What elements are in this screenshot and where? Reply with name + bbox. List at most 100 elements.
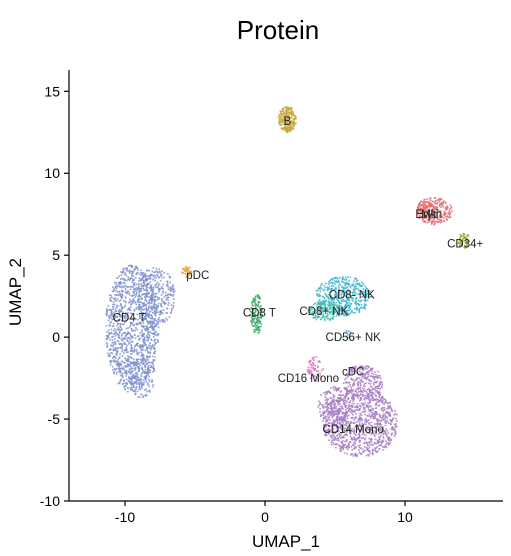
point-cd8-t: [261, 314, 263, 317]
point-cd14-mono: [354, 417, 356, 419]
point-cd14-mono: [375, 403, 378, 406]
point-cd14-mono: [395, 423, 397, 425]
point-cd4-t: [125, 274, 128, 277]
point-cd14-mono: [363, 419, 366, 422]
point-cd14-mono: [387, 402, 389, 404]
point-cd14-mono: [366, 371, 369, 373]
point-cd8-nk: [341, 276, 344, 279]
point-cd14-mono: [382, 426, 384, 429]
point-cd14-mono: [361, 428, 364, 430]
point-cd8-nk: [339, 302, 341, 305]
point-cd4-t: [116, 333, 119, 336]
point-mk: [430, 220, 432, 223]
point-b: [290, 123, 292, 126]
point-cd4-t: [120, 339, 123, 341]
point-mk: [443, 210, 445, 213]
point-cd14-mono: [392, 429, 395, 431]
point-eryth: [417, 212, 419, 214]
point-cd14-mono: [361, 371, 363, 374]
point-cd14-mono: [372, 432, 375, 434]
point-cd4-t: [153, 352, 155, 354]
point-cd4-t: [132, 369, 134, 372]
point-cd4-t: [115, 352, 118, 355]
point-cd4-t: [169, 312, 172, 315]
point-cd4-t: [150, 321, 152, 324]
point-cd8-nk: [317, 316, 319, 318]
point-cd4-t: [147, 383, 149, 386]
point-cd4-t: [109, 355, 111, 357]
point-cd14-mono: [329, 392, 331, 394]
point-eryth: [422, 209, 424, 211]
point-cd4-t: [138, 293, 140, 296]
point-cd4-t: [137, 288, 139, 290]
point-cd4-t: [154, 331, 156, 334]
point-cd4-t: [135, 283, 138, 286]
point-cd8-t: [253, 331, 255, 333]
point-cd4-t: [158, 287, 160, 290]
point-cd14-mono: [336, 429, 339, 432]
point-cd4-t: [106, 345, 109, 347]
point-mk: [438, 209, 440, 212]
point-cd14-mono: [348, 408, 351, 410]
point-cd4-t: [120, 329, 122, 331]
point-cd14-mono: [369, 380, 372, 382]
point-cd4-t: [146, 346, 149, 349]
point-cd4-t: [144, 325, 146, 328]
point-cd4-t: [118, 336, 120, 339]
point-cd4-t: [114, 286, 117, 289]
point-cd8-nk: [349, 294, 351, 297]
point-cd4-t: [138, 295, 141, 298]
point-cd4-t: [147, 309, 149, 311]
point-mk: [435, 208, 437, 210]
point-mk: [445, 217, 448, 220]
point-cd8-nk: [341, 312, 344, 314]
point-cd8-nk: [338, 294, 341, 297]
point-cd4-t: [132, 279, 135, 282]
point-cd4-t: [115, 287, 118, 290]
point-cd8-t: [255, 324, 258, 327]
point-cd4-t: [144, 349, 147, 352]
point-eryth: [424, 203, 426, 206]
point-cd4-t: [130, 335, 133, 337]
point-cd14-mono: [368, 387, 370, 390]
point-cd8-nk: [322, 289, 325, 291]
point-cd8-t: [260, 317, 262, 319]
point-pdc: [185, 270, 188, 273]
point-cd4-t: [134, 364, 136, 366]
point-cd4-t: [143, 371, 145, 373]
point-b: [286, 116, 288, 119]
point-cd4-t: [134, 288, 136, 290]
point-cd8-nk: [343, 311, 345, 314]
point-cd8-nk: [353, 307, 356, 310]
point-cd8-nk: [344, 305, 347, 307]
point-cd4-t: [113, 329, 115, 332]
point-cd14-mono: [372, 382, 375, 384]
point-cd4-t: [149, 297, 152, 299]
point-cd4-t: [127, 318, 129, 321]
point-cd4-t: [125, 351, 128, 353]
point-cd4-t: [144, 359, 146, 361]
point-cd14-mono: [384, 446, 387, 449]
point-cd4-t: [109, 361, 112, 364]
point-b: [294, 118, 297, 120]
point-mk: [421, 204, 424, 206]
point-cd14-mono: [368, 390, 371, 392]
point-cd14-mono: [358, 370, 361, 373]
point-cd4-t: [154, 318, 156, 320]
point-b: [282, 120, 284, 123]
point-cd8-nk: [323, 307, 326, 310]
point-cd14-mono: [337, 408, 340, 410]
point-cd14-mono: [357, 425, 360, 428]
point-cd14-mono: [346, 390, 348, 393]
point-cd8-nk: [349, 276, 352, 279]
point-cd14-mono: [335, 443, 338, 445]
point-cd14-mono: [386, 417, 389, 419]
point-cd4-t: [144, 314, 147, 316]
point-cd8-nk: [333, 279, 336, 282]
point-cd14-mono: [364, 413, 366, 416]
point-cd4-t: [146, 328, 149, 330]
point-cd14-mono: [346, 422, 348, 425]
point-cd4-t: [114, 335, 117, 337]
point-cd4-t: [116, 299, 118, 302]
point-cd4-t: [162, 290, 164, 292]
